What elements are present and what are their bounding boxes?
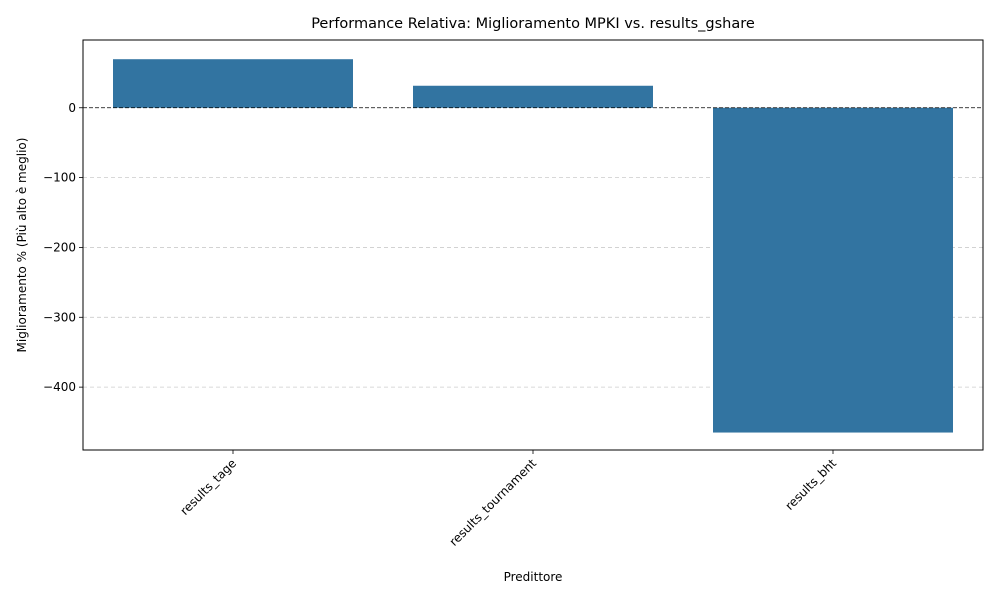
bar-results_tage: [113, 59, 353, 108]
y-tick-label: −200: [43, 240, 76, 254]
y-tick-label: −400: [43, 380, 76, 394]
bar-results_bht: [713, 107, 953, 433]
y-axis-ticks: 0 −100 −200 −300 −400: [43, 101, 83, 394]
y-tick-label: 0: [68, 101, 76, 115]
y-tick-label: −100: [43, 171, 76, 185]
y-tick-label: −300: [43, 310, 76, 324]
x-tick-label: results_tournament: [447, 456, 540, 549]
bar-results_tournament: [413, 85, 653, 108]
chart-title: Performance Relativa: Miglioramento MPKI…: [311, 16, 755, 32]
x-axis-label: Predittore: [504, 570, 563, 584]
x-tick-label: results_bht: [782, 456, 839, 513]
x-axis-ticks: results_tage results_tournament results_bh…: [177, 450, 839, 549]
y-axis-label: Miglioramento % (Più alto è meglio): [15, 138, 29, 353]
bars: [113, 59, 953, 433]
x-tick-label: results_tage: [177, 456, 239, 518]
